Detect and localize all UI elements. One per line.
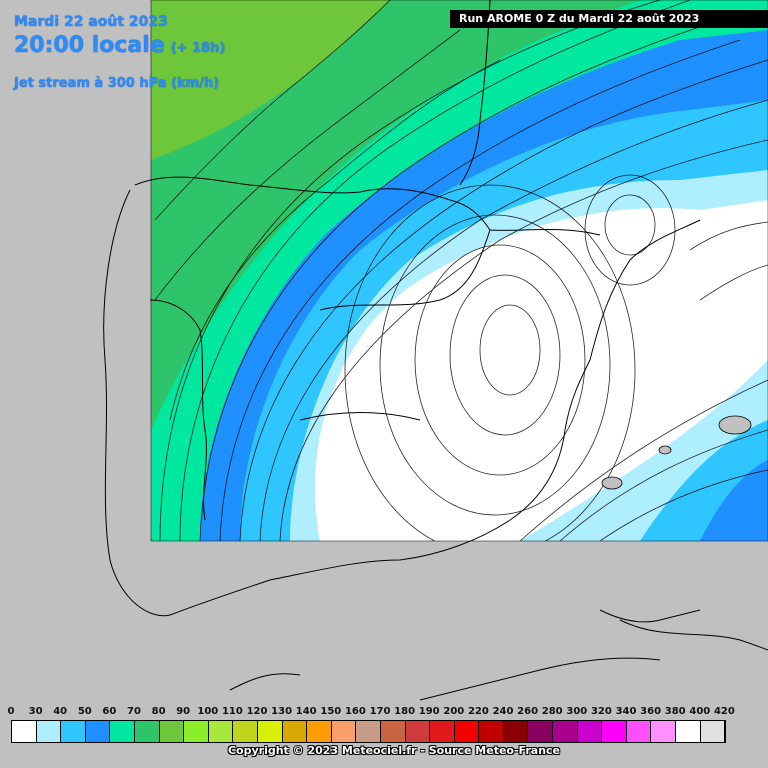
legend-tick-label: 260 [517, 706, 539, 717]
map-date: Mardi 22 août 2023 [14, 14, 168, 30]
legend-tick-label: 80 [151, 706, 166, 717]
legend-tick-label: 380 [664, 706, 686, 717]
run-banner: Run AROME 0 Z du Mardi 22 août 2023 [450, 10, 768, 28]
legend-tick-label: 300 [566, 706, 588, 717]
borders [103, 0, 768, 701]
legend-swatch [577, 721, 603, 742]
legend-swatch [356, 721, 381, 742]
legend-swatch [208, 721, 234, 742]
legend-swatch [331, 721, 357, 742]
legend-swatch [36, 721, 62, 742]
legend-swatch [159, 721, 185, 742]
legend-tick-label: 90 [176, 706, 191, 717]
legend-swatch [233, 721, 258, 742]
legend-tick-label: 100 [197, 706, 219, 717]
legend-swatch [61, 721, 86, 742]
legend-swatch [85, 721, 111, 742]
legend-tick-label: 170 [369, 706, 391, 717]
legend-tick-label: 140 [295, 706, 317, 717]
legend-tick-label: 40 [53, 706, 68, 717]
legend-tick-label: 160 [344, 706, 366, 717]
legend-tick-label: 200 [443, 706, 465, 717]
legend-tick-label: 60 [102, 706, 117, 717]
legend-tick-label: 110 [221, 706, 243, 717]
legend-swatch [503, 721, 529, 742]
legend-tick-label: 400 [689, 706, 711, 717]
band-50-60-east [700, 460, 768, 541]
legend-tick-label: 220 [467, 706, 489, 717]
legend-tick-label: 150 [320, 706, 342, 717]
legend-swatch [282, 721, 308, 742]
band-below-30 [314, 200, 768, 541]
legend-swatch [626, 721, 652, 742]
legend-swatch [528, 721, 554, 742]
legend-tick-label: 340 [615, 706, 637, 717]
color-bar [11, 720, 727, 743]
legend-swatch [454, 721, 480, 742]
legend-tick-label: 360 [640, 706, 662, 717]
legend-swatch [110, 721, 135, 742]
legend-tick-label: 190 [418, 706, 440, 717]
legend-tick-label: 180 [394, 706, 416, 717]
map-parameter: Jet stream à 300 hPa (km/h) [14, 76, 220, 91]
legend-tick-label: 130 [271, 706, 293, 717]
legend-swatch [602, 721, 627, 742]
legend-swatch [12, 721, 37, 742]
islands [601, 415, 752, 490]
streamlines [154, 0, 768, 541]
legend-swatch [184, 721, 209, 742]
legend-swatch [651, 721, 677, 742]
legend-tick-label: 30 [28, 706, 43, 717]
legend-tick-label: 70 [127, 706, 141, 717]
legend-tick-label: 50 [77, 706, 92, 717]
legend-tick-label: 420 [713, 706, 735, 717]
domain-frame [150, 0, 768, 542]
legend-tick-label: 240 [492, 706, 514, 717]
legend-tick-label: 0 [7, 706, 15, 717]
legend-swatch [430, 721, 455, 742]
legend-swatch [700, 721, 726, 742]
legend-swatch [307, 721, 332, 742]
legend-tick-label: 320 [590, 706, 612, 717]
forecast-lead: (+ 18h) [170, 41, 226, 56]
legend-swatch [479, 721, 504, 742]
legend-swatch [134, 721, 160, 742]
legend-swatch [380, 721, 406, 742]
legend-swatch [257, 721, 283, 742]
wind-field [151, 0, 768, 541]
legend-tick-label: 280 [541, 706, 563, 717]
legend-tick-label: 120 [246, 706, 268, 717]
copyright: Copyright © 2023 Meteociel.fr - Source M… [227, 744, 561, 757]
legend-swatch [405, 721, 431, 742]
legend-swatch [676, 721, 701, 742]
legend-swatch [553, 721, 578, 742]
valid-time: 20:00 locale [14, 33, 165, 58]
map-time: 20:00 locale (+ 18h) [14, 33, 225, 58]
